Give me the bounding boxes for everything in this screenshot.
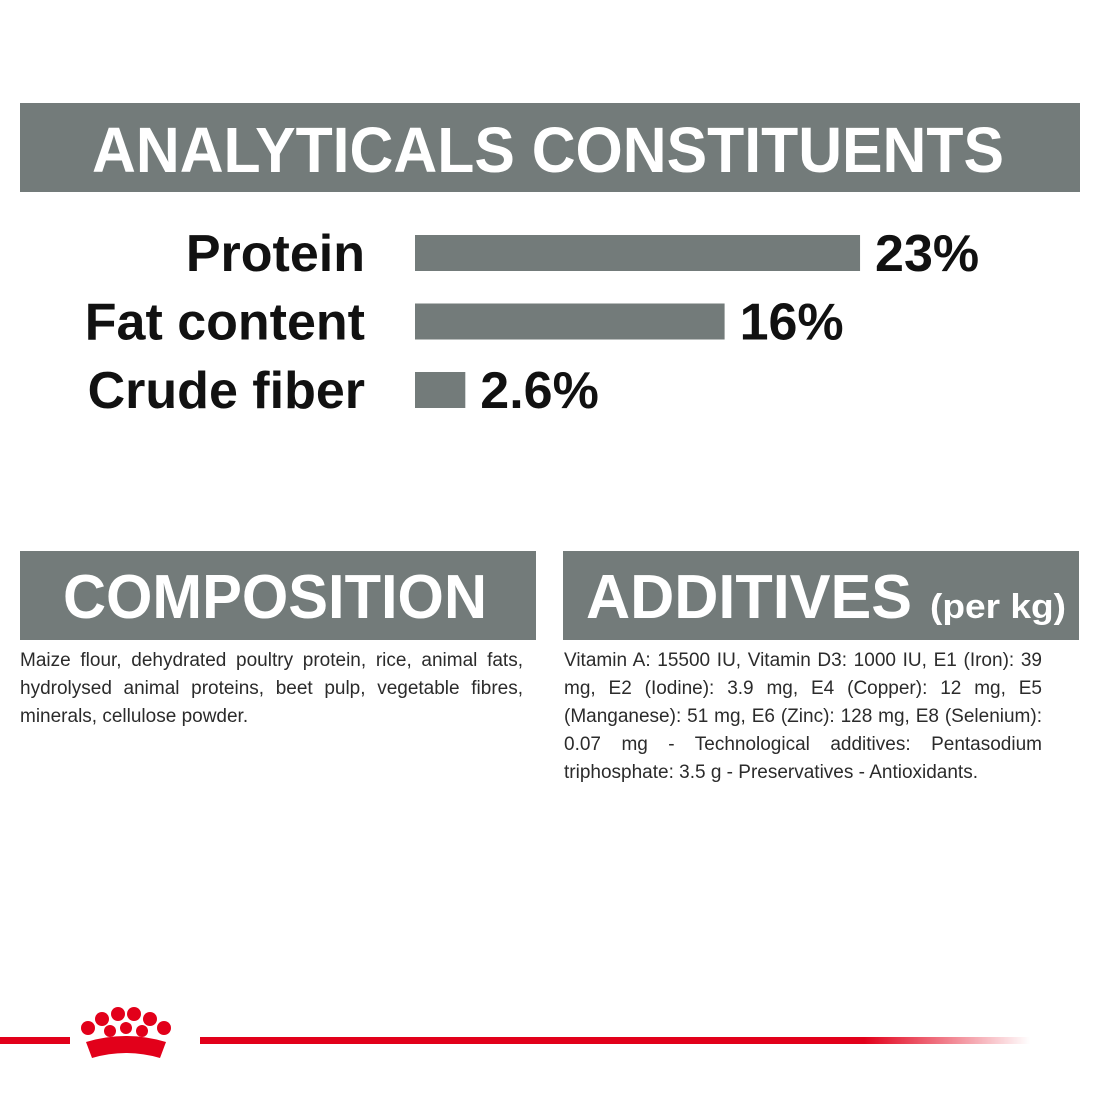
footer-line	[200, 1037, 1030, 1044]
bar	[415, 235, 861, 271]
additives-title: ADDITIVES	[586, 563, 912, 632]
crown-logo	[81, 1007, 171, 1058]
chart-title: ANALYTICALS CONSTITUENTS	[92, 114, 1004, 186]
additives-banner	[563, 551, 1079, 640]
footer-line	[0, 1037, 70, 1044]
composition-text: Maize flour, dehydrated poultry protein,…	[20, 650, 523, 727]
additives-unit: (per kg)	[930, 588, 1066, 626]
additives-text: Vitamin A: 15500 IU, Vitamin D3: 1000 IU…	[564, 650, 1042, 783]
bar	[415, 303, 725, 340]
bar	[415, 372, 466, 408]
composition-title: COMPOSITION	[63, 563, 487, 632]
footer	[0, 1007, 1030, 1058]
category-label: Crude fiber	[88, 362, 365, 420]
category-label: Protein	[186, 225, 365, 283]
category-label: Fat content	[85, 294, 365, 352]
composition-banner	[20, 551, 536, 640]
title-banner	[20, 103, 1080, 192]
value-label: 16%	[740, 294, 844, 352]
value-label: 2.6%	[480, 362, 599, 420]
value-label: 23%	[875, 225, 979, 283]
